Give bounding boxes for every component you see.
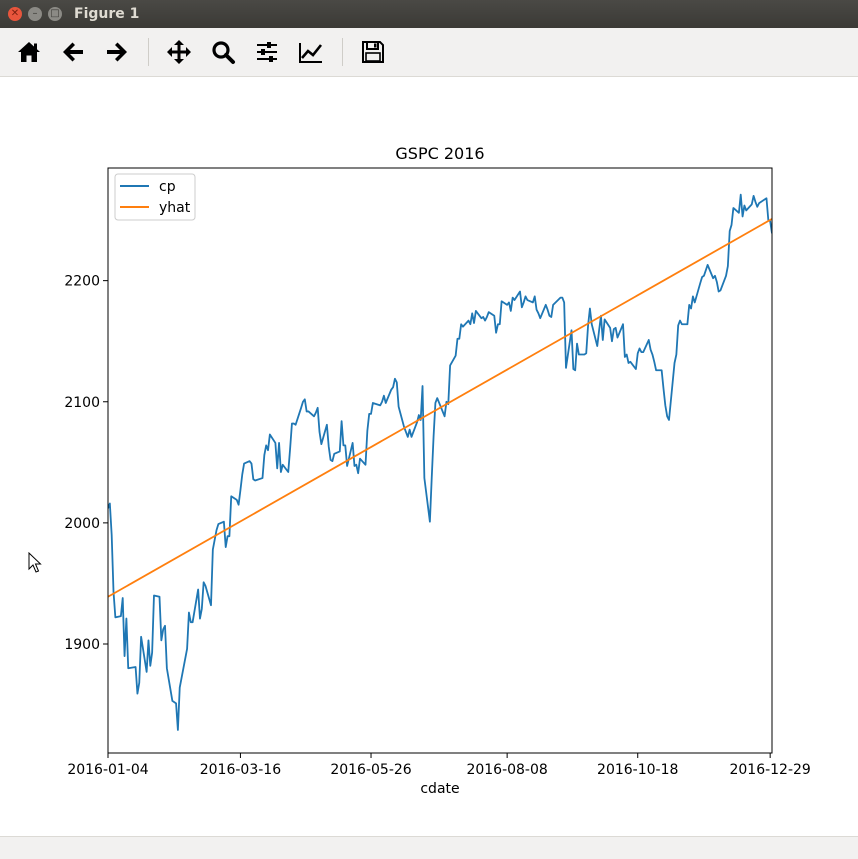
y-tick-label: 1900	[64, 637, 100, 653]
x-tick-label: 2016-12-29	[729, 762, 810, 778]
chart-title: GSPC 2016	[395, 144, 484, 163]
toolbar-separator	[148, 38, 149, 66]
y-tick-label: 2100	[64, 395, 100, 411]
series-layer	[108, 193, 772, 731]
x-tick-label: 2016-01-04	[67, 762, 148, 778]
subplots-config-icon	[257, 42, 277, 62]
x-tick-label: 2016-08-08	[466, 762, 547, 778]
x-axis: 2016-01-04 2016-03-16 2016-05-26 2016-08-08…	[67, 753, 811, 778]
zoom-button[interactable]	[205, 34, 241, 70]
status-bar	[0, 836, 858, 859]
y-tick-label: 2200	[64, 274, 100, 290]
navigation-toolbar	[0, 28, 858, 77]
window-titlebar: ✕ – □ Figure 1	[0, 0, 858, 29]
x-tick-label: 2016-03-16	[200, 762, 281, 778]
back-arrow-icon	[63, 42, 83, 62]
subplots-config-button[interactable]	[249, 34, 285, 70]
forward-arrow-icon	[107, 42, 127, 62]
pan-button[interactable]	[161, 34, 197, 70]
home-button[interactable]	[11, 34, 47, 70]
x-axis-label: cdate	[420, 781, 459, 797]
legend-label-yhat: yhat	[159, 200, 191, 216]
x-tick-label: 2016-05-26	[330, 762, 411, 778]
y-axis: 1900 2000 2100 2200	[64, 274, 108, 653]
zoom-icon	[212, 41, 235, 64]
edit-curves-icon	[299, 43, 323, 63]
pan-icon	[167, 40, 191, 64]
save-button[interactable]	[355, 34, 391, 70]
y-tick-label: 2000	[64, 516, 100, 532]
forward-button[interactable]	[99, 34, 135, 70]
mouse-cursor-icon	[28, 551, 42, 578]
edit-curves-button[interactable]	[293, 34, 329, 70]
series-line-yhat	[108, 218, 772, 598]
back-button[interactable]	[55, 34, 91, 70]
window-minimize-button[interactable]: –	[28, 7, 42, 21]
window-title: Figure 1	[74, 6, 140, 22]
window-maximize-button[interactable]: □	[48, 7, 62, 21]
legend-label-cp: cp	[159, 179, 176, 195]
home-icon	[18, 42, 40, 62]
legend: cp yhat	[114, 173, 196, 221]
x-tick-label: 2016-10-18	[597, 762, 678, 778]
save-icon	[362, 41, 384, 63]
toolbar-separator	[342, 38, 343, 66]
window-close-button[interactable]: ✕	[8, 7, 22, 21]
plot-frame	[107, 167, 773, 754]
